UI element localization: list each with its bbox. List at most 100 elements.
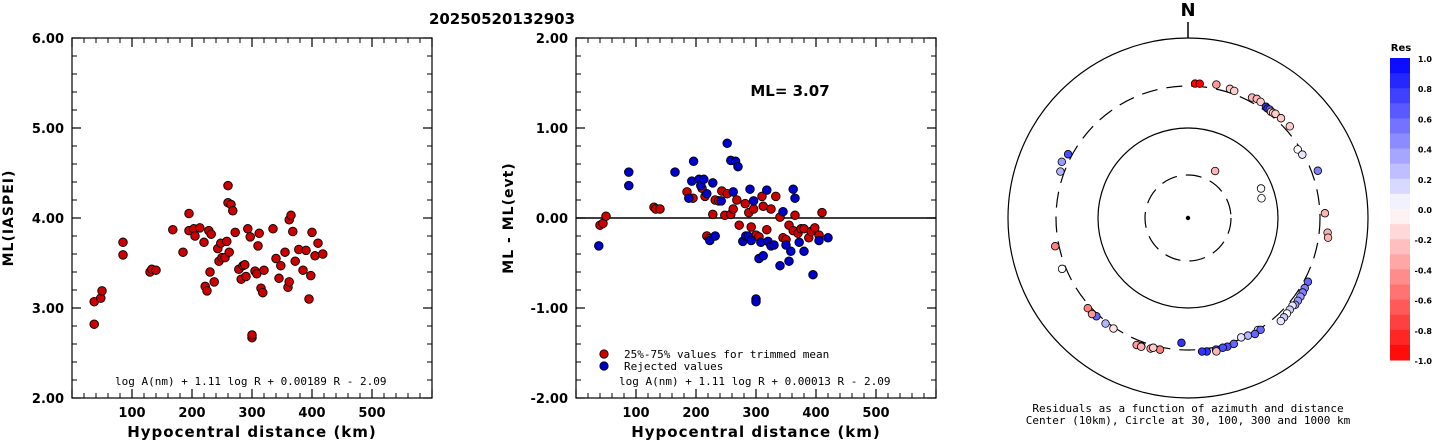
colorbar-swatch xyxy=(1390,88,1410,104)
data-point xyxy=(298,265,308,275)
station-marker xyxy=(1195,79,1204,88)
station-marker xyxy=(1197,347,1207,356)
data-point xyxy=(808,269,818,280)
y-axis-ticks: -2.00 -1.00 0.00 1.00 2.00 xyxy=(531,32,936,407)
station-marker xyxy=(1063,150,1073,159)
center-point xyxy=(1185,215,1191,221)
data-point xyxy=(788,184,798,194)
data-point xyxy=(762,185,772,195)
data-point xyxy=(769,240,779,250)
data-point xyxy=(722,138,732,149)
data-point xyxy=(734,220,744,230)
y-tick-label: -1.00 xyxy=(531,302,568,317)
data-point xyxy=(688,156,699,167)
data-point xyxy=(89,319,99,329)
data-points xyxy=(89,180,328,343)
data-point xyxy=(190,231,200,241)
data-point xyxy=(310,251,320,261)
data-point xyxy=(288,226,298,237)
data-point xyxy=(740,198,750,209)
data-point xyxy=(784,256,794,266)
data-point xyxy=(728,204,738,214)
data-point xyxy=(594,241,604,251)
colorbar-swatch xyxy=(1390,133,1410,150)
station-marker xyxy=(1271,109,1280,118)
colorbar-swatch xyxy=(1390,329,1410,346)
colorbar-tick-label: 0.2 xyxy=(1418,176,1432,185)
x-axis-ticks: 100 200 300 400 500 xyxy=(575,38,937,421)
ring-300km xyxy=(1055,85,1321,351)
data-point xyxy=(274,273,284,284)
data-point xyxy=(184,208,194,219)
colorbar-swatch xyxy=(1390,163,1410,180)
y-tick-label: 3.00 xyxy=(32,302,64,317)
colorbar-tick-label: 0.6 xyxy=(1418,115,1433,124)
colorbar-tick-label: 0.0 xyxy=(1418,206,1433,215)
colorbar-tick-label: 1.0 xyxy=(1418,55,1433,64)
x-tick-label: 300 xyxy=(742,406,769,421)
data-point xyxy=(817,207,827,218)
data-point xyxy=(195,223,205,233)
data-point xyxy=(699,174,709,185)
x-tick-label: 200 xyxy=(682,406,709,421)
y-tick-label: -2.00 xyxy=(531,392,568,407)
station-marker xyxy=(1320,209,1330,218)
station-marker xyxy=(1056,167,1065,176)
station-marker xyxy=(1101,319,1110,328)
colorbar-ticks: 1.0 0.8 0.6 0.4 0.2 0.0 -0.2 -0.4 -0.6 -0.8 -1.0 xyxy=(1415,55,1433,366)
colorbar-title: Res xyxy=(1391,43,1411,54)
station-markers xyxy=(1050,79,1333,356)
y-axis-label: ML(IASPEI) xyxy=(1,170,17,267)
station-marker xyxy=(1057,264,1067,274)
legend-label-rejected: Rejected values xyxy=(624,360,723,373)
colorbar-swatch xyxy=(1390,103,1410,119)
ml-value-annotation: ML= 3.07 xyxy=(750,82,829,100)
station-marker xyxy=(1057,157,1066,167)
annotation-formula: log A(nm) + 1.11 log R + 0.00189 R - 2.0… xyxy=(115,375,387,388)
x-tick-label: 500 xyxy=(862,406,889,421)
station-marker xyxy=(1293,145,1302,154)
station-marker xyxy=(1257,194,1266,203)
station-marker xyxy=(1323,233,1333,242)
outer-ring xyxy=(1007,37,1369,399)
ring-30km xyxy=(1144,174,1232,262)
station-marker xyxy=(1256,184,1266,193)
legend-marker-trimmed xyxy=(599,349,609,359)
station-marker xyxy=(1149,343,1158,352)
data-point xyxy=(708,209,718,220)
data-point xyxy=(202,286,212,296)
colorbar-tick-label: 0.8 xyxy=(1418,85,1433,94)
data-point xyxy=(259,265,269,275)
colorbar-swatch xyxy=(1390,314,1410,331)
x-tick-label: 500 xyxy=(358,406,385,421)
data-point xyxy=(230,227,240,238)
data-point xyxy=(284,277,294,287)
x-tick-label: 400 xyxy=(802,406,829,421)
data-point xyxy=(97,286,107,296)
annotation-formula: log A(nm) + 1.11 log R + 0.00013 R - 2.0… xyxy=(619,375,891,388)
data-point xyxy=(118,250,128,260)
station-marker xyxy=(1212,80,1221,89)
station-marker xyxy=(1256,325,1265,335)
data-point xyxy=(766,204,776,214)
data-point xyxy=(199,237,209,248)
station-marker xyxy=(1250,329,1260,339)
data-point xyxy=(253,241,263,251)
data-point xyxy=(258,287,268,298)
colorbar-swatch xyxy=(1390,344,1410,361)
colorbar-tick-label: -0.4 xyxy=(1415,266,1433,275)
data-point xyxy=(304,294,314,304)
azimuth-residual-panel: N Residuals as a function of azimuth and… xyxy=(1007,0,1369,427)
data-point xyxy=(301,245,311,256)
data-point xyxy=(280,247,290,257)
data-point xyxy=(758,251,768,261)
data-point xyxy=(222,236,232,247)
data-point xyxy=(271,253,281,264)
y-tick-label: 6.00 xyxy=(32,32,64,47)
data-point xyxy=(240,260,250,270)
data-point xyxy=(708,178,718,188)
station-marker xyxy=(1276,114,1286,123)
y-tick-label: 5.00 xyxy=(32,122,64,137)
data-point xyxy=(710,231,720,241)
data-point xyxy=(307,227,317,238)
